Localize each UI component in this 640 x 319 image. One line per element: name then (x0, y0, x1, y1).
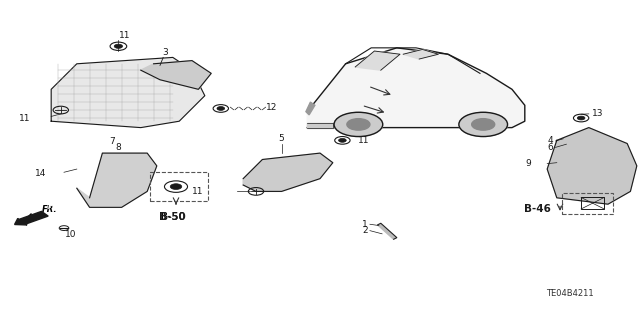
Text: 12: 12 (266, 103, 277, 112)
Text: B-46: B-46 (524, 204, 551, 214)
Polygon shape (307, 123, 333, 128)
Text: 9: 9 (525, 159, 531, 168)
Text: 1: 1 (362, 220, 368, 229)
Circle shape (217, 107, 225, 110)
Text: 14: 14 (35, 169, 47, 178)
Circle shape (170, 184, 182, 189)
Text: 7: 7 (109, 137, 115, 146)
Text: 11: 11 (192, 187, 204, 196)
Polygon shape (51, 57, 205, 128)
Text: 11: 11 (19, 115, 31, 123)
Text: 2: 2 (362, 226, 368, 235)
Text: 6: 6 (548, 143, 554, 152)
Text: 10: 10 (65, 230, 76, 239)
Text: 5: 5 (279, 134, 284, 143)
Text: 11: 11 (119, 31, 131, 40)
Text: 11: 11 (358, 136, 370, 145)
Circle shape (347, 119, 370, 130)
Text: TE04B4211: TE04B4211 (546, 289, 593, 298)
Polygon shape (307, 48, 525, 128)
Circle shape (115, 44, 123, 48)
Circle shape (334, 112, 383, 137)
Text: B-50: B-50 (159, 212, 186, 222)
FancyArrow shape (15, 211, 48, 225)
Polygon shape (547, 128, 637, 204)
Polygon shape (77, 153, 157, 207)
Text: 4: 4 (548, 137, 554, 145)
Polygon shape (378, 223, 397, 239)
Polygon shape (141, 61, 211, 89)
Polygon shape (355, 51, 400, 70)
Bar (581, 197, 604, 209)
Text: FR.: FR. (42, 205, 57, 214)
Text: 3: 3 (163, 48, 168, 57)
Text: 8: 8 (116, 143, 121, 152)
Polygon shape (243, 153, 333, 191)
Text: B-50: B-50 (161, 212, 185, 222)
Circle shape (577, 116, 585, 120)
Bar (150, 172, 208, 201)
Bar (562, 193, 613, 214)
Circle shape (472, 119, 495, 130)
Text: 13: 13 (592, 109, 604, 118)
Circle shape (459, 112, 508, 137)
Circle shape (339, 138, 346, 142)
Polygon shape (306, 102, 315, 115)
Text: FR.: FR. (48, 202, 62, 211)
Polygon shape (403, 49, 438, 59)
